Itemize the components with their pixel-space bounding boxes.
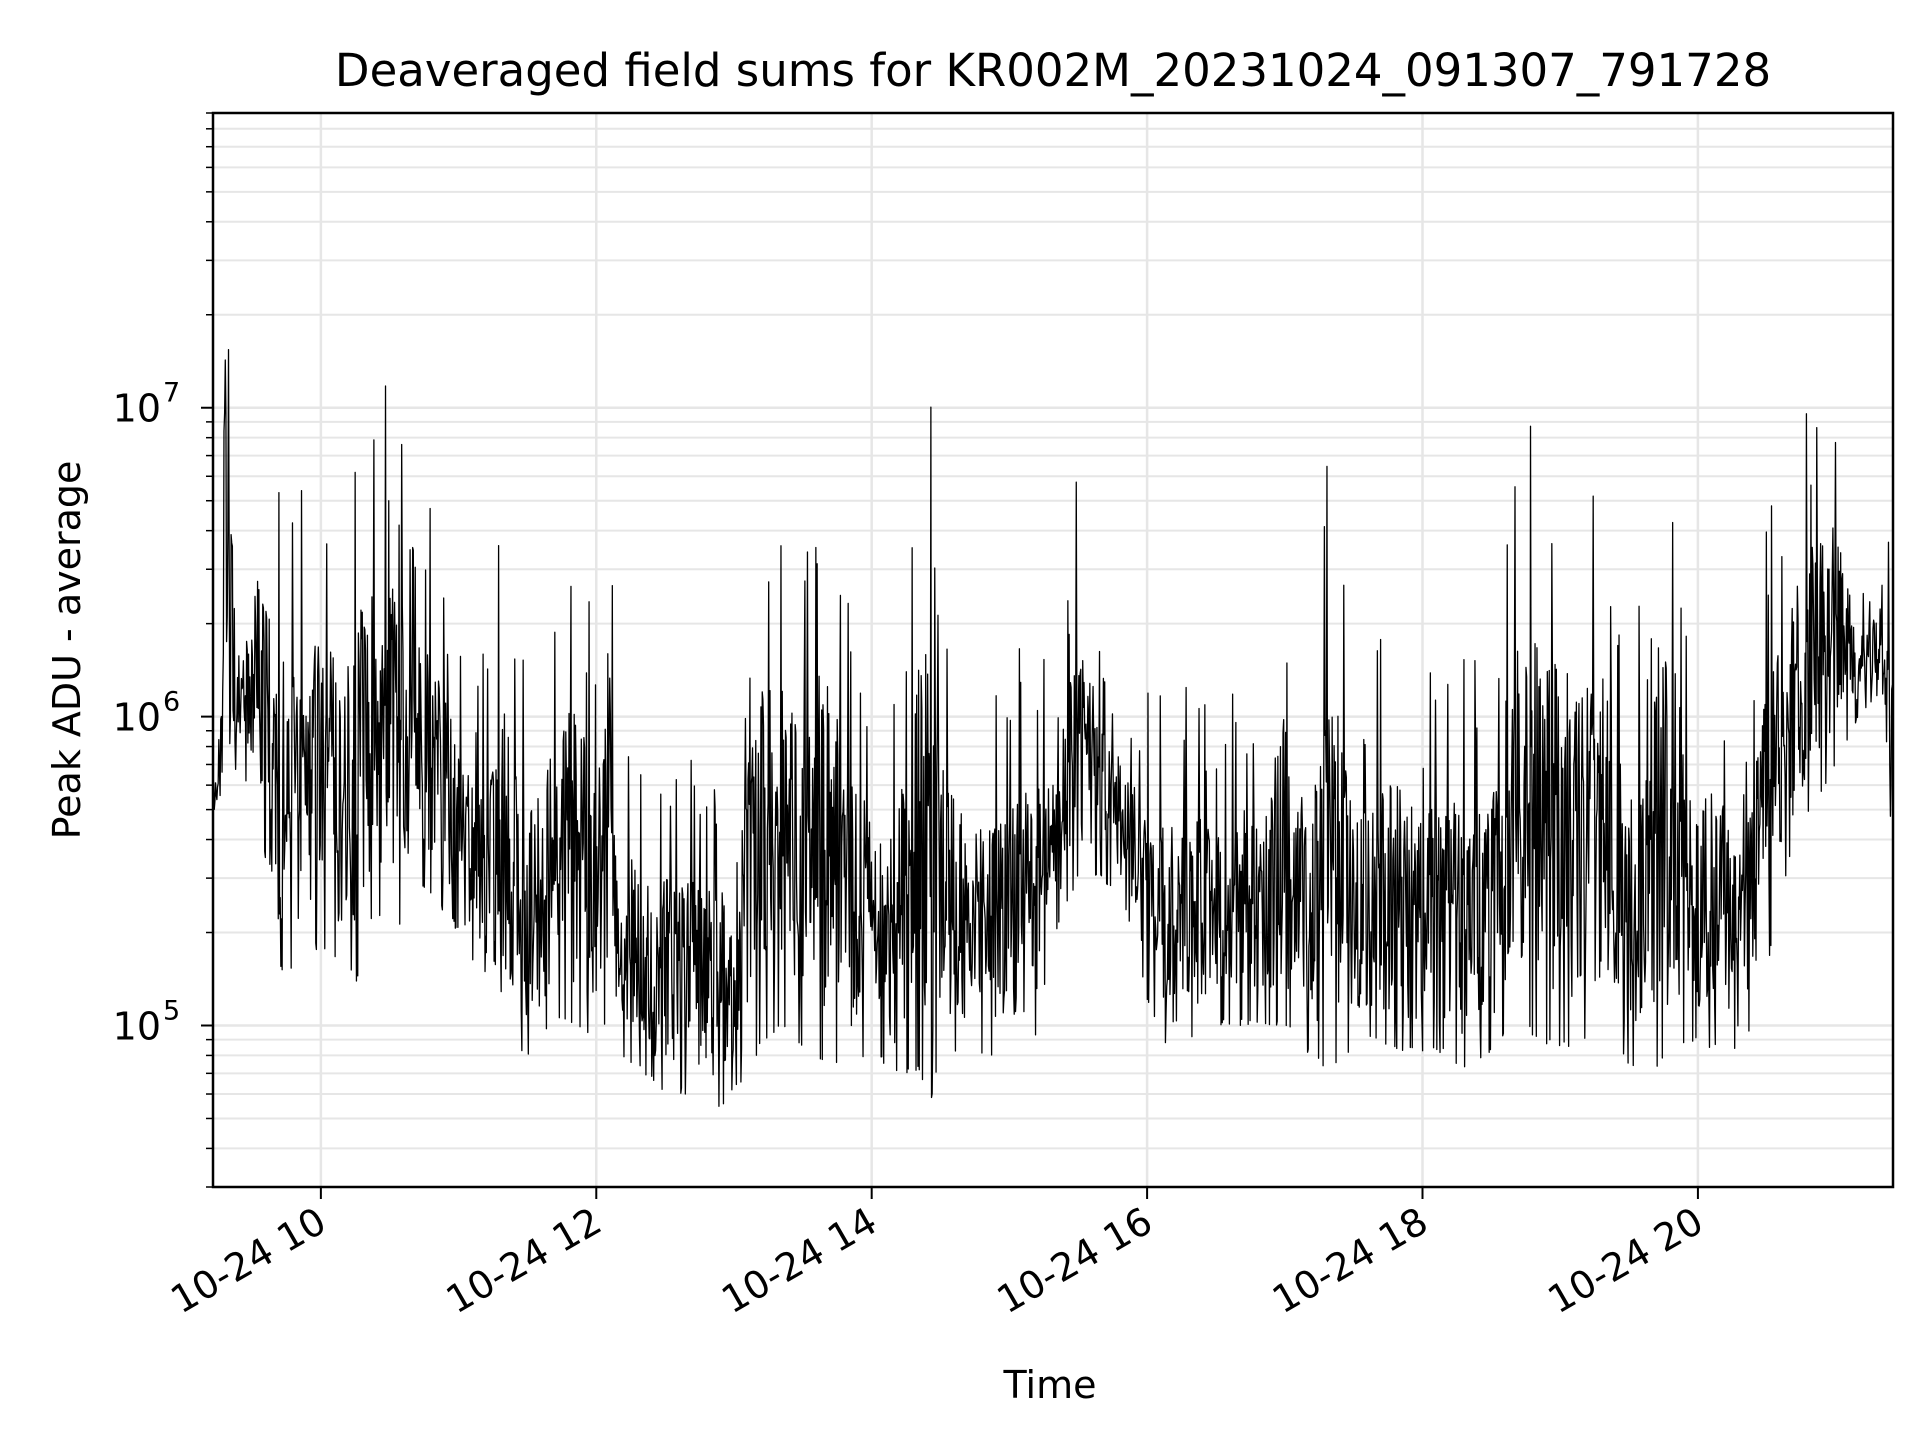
chart-title: Deaveraged field sums for KR002M_2023102…: [335, 44, 1771, 97]
y-axis-label: Peak ADU - average: [45, 461, 89, 840]
y-tick-label-exponent: 5: [163, 995, 180, 1026]
series-line: [212, 349, 1894, 1107]
y-tick-label-base: 10: [113, 696, 161, 740]
y-tick-label: 10 7: [113, 378, 181, 431]
plot-frame: [211, 111, 1895, 1189]
y-tick-label: 10 5: [113, 995, 181, 1048]
y-tick-label: 10 6: [113, 687, 181, 740]
series-layer: [212, 349, 1894, 1107]
y-tick-label-base: 10: [113, 1004, 161, 1048]
x-axis-label: Time: [1003, 1363, 1097, 1407]
y-tick-label-exponent: 6: [163, 687, 180, 718]
y-tick-label-exponent: 7: [163, 378, 180, 409]
y-tick-label-base: 10: [113, 387, 161, 431]
